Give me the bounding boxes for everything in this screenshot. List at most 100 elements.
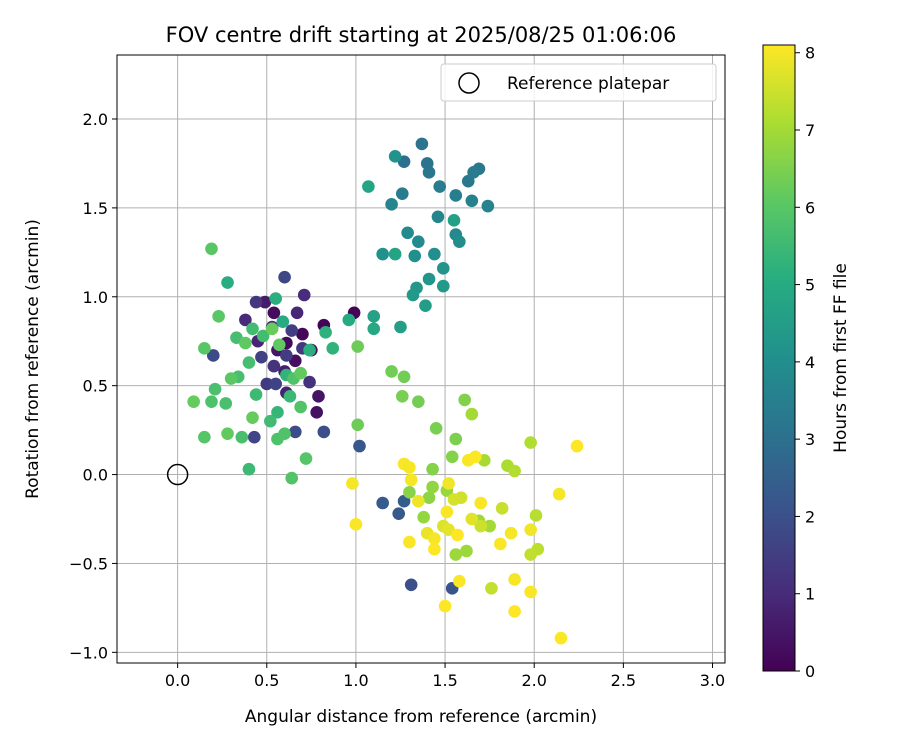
colorbar-frame bbox=[762, 44, 796, 672]
colorbar-tick-label: 2 bbox=[805, 507, 815, 526]
data-point bbox=[524, 548, 537, 561]
data-point bbox=[283, 390, 297, 403]
data-point bbox=[453, 574, 466, 588]
data-point bbox=[412, 494, 425, 508]
data-point bbox=[433, 180, 447, 193]
data-point bbox=[524, 523, 537, 536]
data-point bbox=[404, 578, 418, 592]
data-point bbox=[260, 377, 274, 391]
data-point bbox=[422, 491, 436, 504]
data-point bbox=[239, 336, 252, 350]
data-point bbox=[312, 390, 325, 403]
data-point bbox=[187, 395, 200, 408]
data-point bbox=[504, 526, 518, 540]
data-point bbox=[485, 582, 498, 595]
data-point bbox=[524, 585, 537, 599]
data-point bbox=[288, 425, 302, 439]
data-point bbox=[271, 406, 284, 419]
data-point bbox=[426, 462, 439, 476]
data-point bbox=[239, 313, 252, 327]
colorbar-tick-label: 6 bbox=[805, 198, 815, 217]
data-point bbox=[269, 292, 282, 305]
data-point bbox=[264, 414, 277, 428]
colorbar-tick-label: 3 bbox=[805, 430, 815, 449]
data-point bbox=[422, 166, 436, 179]
data-point bbox=[349, 518, 363, 531]
data-point bbox=[255, 350, 268, 364]
data-point bbox=[351, 418, 365, 432]
data-point bbox=[426, 480, 439, 494]
data-point bbox=[403, 486, 416, 499]
data-point bbox=[483, 519, 496, 533]
data-point bbox=[403, 461, 416, 474]
data-point bbox=[524, 436, 537, 449]
colorbar-tick-label: 0 bbox=[805, 662, 815, 681]
data-point bbox=[449, 189, 463, 202]
data-point bbox=[272, 338, 286, 352]
data-point bbox=[385, 198, 398, 211]
data-point bbox=[404, 473, 418, 487]
y-tick-label: 2.0 bbox=[83, 110, 108, 129]
data-point bbox=[297, 288, 311, 302]
data-point bbox=[346, 477, 359, 490]
colorbar-tick-label: 8 bbox=[805, 44, 815, 63]
data-point bbox=[212, 310, 225, 323]
data-point bbox=[453, 235, 466, 248]
data-point bbox=[395, 390, 409, 403]
data-point bbox=[221, 276, 234, 289]
data-point bbox=[317, 425, 331, 439]
reference-platepar-marker bbox=[166, 463, 189, 486]
data-point bbox=[429, 422, 443, 435]
data-point bbox=[376, 247, 389, 261]
data-point bbox=[280, 349, 293, 362]
data-point bbox=[508, 605, 521, 618]
colorbar: 0 1 2 3 4 5 6 7 8 Hours from first FF file bbox=[762, 44, 851, 681]
y-tick-label: 0.5 bbox=[83, 377, 108, 396]
data-point bbox=[451, 528, 464, 542]
data-point bbox=[431, 210, 445, 224]
data-point bbox=[467, 166, 480, 179]
data-point bbox=[285, 324, 299, 337]
data-point bbox=[465, 407, 479, 421]
data-point bbox=[198, 342, 211, 355]
colorbar-tick-label: 5 bbox=[805, 276, 815, 295]
y-axis-label: Rotation from reference (arcmin) bbox=[23, 219, 43, 499]
data-point bbox=[481, 199, 495, 213]
data-point bbox=[415, 137, 429, 151]
data-point bbox=[395, 187, 409, 200]
data-point bbox=[376, 496, 389, 510]
data-point bbox=[447, 214, 461, 227]
x-tick-label: 2.5 bbox=[611, 671, 636, 690]
data-point bbox=[242, 356, 256, 369]
data-point bbox=[249, 295, 263, 309]
data-point bbox=[290, 306, 304, 320]
data-point bbox=[465, 194, 479, 208]
x-tick-label: 0.5 bbox=[254, 671, 279, 690]
data-point bbox=[436, 279, 450, 293]
data-point bbox=[303, 375, 316, 389]
data-point bbox=[367, 322, 381, 336]
data-point bbox=[276, 315, 290, 328]
data-point bbox=[267, 306, 281, 320]
data-point bbox=[449, 432, 463, 446]
data-point bbox=[397, 370, 411, 384]
data-point bbox=[428, 532, 441, 545]
legend-box bbox=[440, 63, 717, 102]
colorbar-gradient bbox=[763, 45, 795, 671]
data-point bbox=[353, 439, 366, 453]
data-point bbox=[198, 430, 211, 444]
data-point bbox=[401, 226, 414, 240]
data-point bbox=[256, 329, 270, 343]
data-point bbox=[408, 249, 422, 263]
data-point bbox=[294, 366, 307, 380]
data-point bbox=[474, 496, 488, 510]
data-point bbox=[495, 502, 509, 515]
data-point bbox=[235, 430, 249, 444]
y-tick-label: 0.0 bbox=[83, 466, 108, 485]
data-point bbox=[460, 544, 473, 558]
data-point bbox=[392, 507, 406, 520]
data-point bbox=[445, 450, 459, 464]
data-point bbox=[412, 235, 425, 248]
